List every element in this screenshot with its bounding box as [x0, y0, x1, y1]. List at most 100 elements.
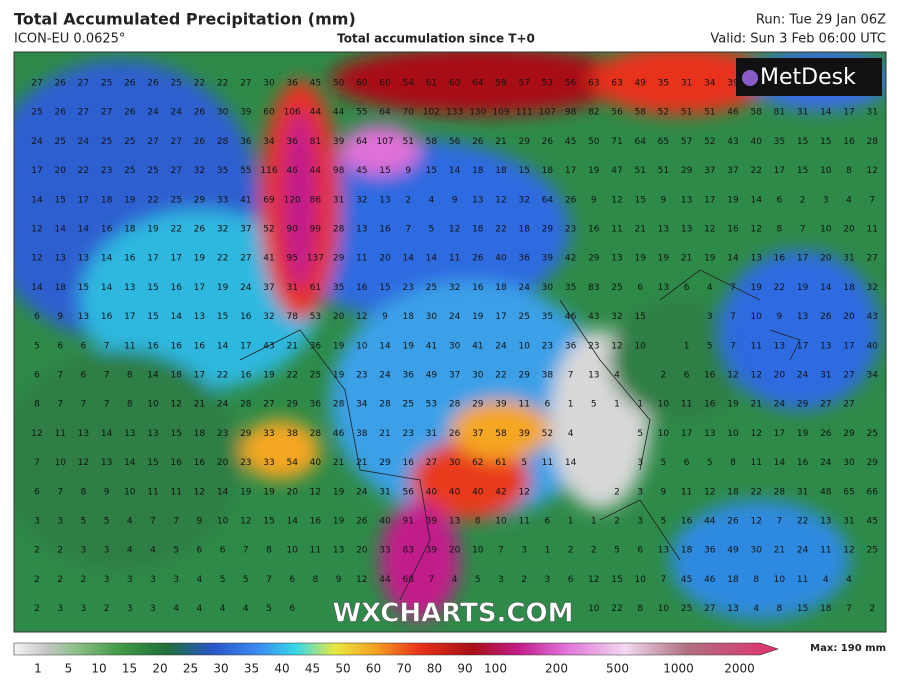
- grid-value: 6: [684, 283, 690, 293]
- grid-value: 12: [727, 371, 738, 381]
- logo: MetDesk: [760, 65, 856, 90]
- grid-value: 28: [379, 400, 391, 410]
- grid-value: 4: [707, 283, 713, 293]
- grid-value: 3: [81, 546, 87, 556]
- grid-value: 8: [777, 604, 783, 614]
- grid-value: 26: [147, 79, 159, 89]
- colorbar-label: 70: [396, 662, 411, 676]
- grid-value: 45: [356, 166, 367, 176]
- grid-value: 2: [661, 371, 667, 381]
- grid-value: 23: [565, 225, 576, 235]
- grid-value: 27: [866, 254, 877, 264]
- grid-value: 16: [170, 458, 182, 468]
- grid-value: 64: [472, 79, 484, 89]
- grid-value: 22: [217, 371, 228, 381]
- grid-value: 19: [263, 487, 275, 497]
- grid-value: 23: [217, 429, 228, 439]
- grid-value: 18: [194, 429, 206, 439]
- grid-value: 17: [240, 341, 251, 351]
- grid-value: 7: [150, 517, 156, 527]
- grid-value: 52: [542, 429, 553, 439]
- colorbar-label: 15: [122, 662, 137, 676]
- colorbar-label: 30: [213, 662, 228, 676]
- grid-value: 25: [402, 400, 413, 410]
- grid-value: 25: [170, 79, 181, 89]
- grid-value: 56: [449, 137, 461, 147]
- max-label: Max: 190 mm: [810, 643, 886, 654]
- grid-value: 10: [495, 517, 507, 527]
- grid-value: 11: [310, 546, 321, 556]
- grid-value: 17: [797, 341, 808, 351]
- grid-value: 14: [31, 195, 43, 205]
- grid-value: 1: [545, 546, 551, 556]
- grid-value: 14: [426, 254, 438, 264]
- grid-value: 5: [637, 429, 643, 439]
- grid-value: 25: [866, 546, 877, 556]
- grid-value: 15: [263, 517, 274, 527]
- grid-value: 116: [260, 166, 277, 176]
- grid-value: 8: [730, 458, 736, 468]
- grid-value: 6: [777, 195, 783, 205]
- grid-value: 6: [684, 371, 690, 381]
- grid-value: 13: [356, 225, 367, 235]
- grid-value: 4: [823, 575, 829, 585]
- grid-value: 7: [429, 575, 435, 585]
- grid-value: 37: [472, 429, 483, 439]
- grid-value: 27: [78, 108, 89, 118]
- grid-value: 31: [379, 487, 390, 497]
- run-time: Run: Tue 29 Jan 06Z: [756, 13, 886, 28]
- grid-value: 12: [31, 254, 42, 264]
- logo-box: [736, 58, 882, 96]
- grid-value: 23: [588, 341, 599, 351]
- grid-value: 14: [820, 108, 832, 118]
- grid-value: 29: [797, 400, 809, 410]
- grid-value: 25: [866, 429, 877, 439]
- grid-value: 19: [634, 254, 646, 264]
- grid-value: 16: [402, 458, 414, 468]
- grid-value: 19: [333, 487, 345, 497]
- grid-value: 52: [658, 108, 669, 118]
- grid-value: 28: [240, 400, 252, 410]
- grid-value: 3: [637, 458, 643, 468]
- grid-value: 4: [150, 546, 156, 556]
- grid-value: 98: [565, 108, 577, 118]
- grid-value: 31: [797, 108, 808, 118]
- grid-value: 10: [518, 341, 530, 351]
- grid-value: 15: [217, 312, 228, 322]
- grid-value: 17: [843, 108, 854, 118]
- grid-value: 13: [78, 429, 89, 439]
- grid-value: 12: [704, 487, 715, 497]
- colorbar-label: 10: [91, 662, 106, 676]
- grid-value: 16: [194, 458, 206, 468]
- grid-value: 6: [57, 341, 63, 351]
- grid-value: 12: [310, 487, 321, 497]
- grid-value: 54: [402, 79, 414, 89]
- grid-value: 38: [286, 429, 298, 439]
- grid-value: 30: [426, 312, 438, 322]
- grid-value: 2: [869, 604, 875, 614]
- grid-value: 22: [147, 195, 158, 205]
- grid-value: 6: [568, 575, 574, 585]
- grid-value: 18: [820, 604, 832, 614]
- grid-value: 6: [34, 312, 40, 322]
- grid-value: 51: [704, 108, 715, 118]
- grid-value: 28: [217, 137, 229, 147]
- grid-value: 36: [310, 341, 322, 351]
- grid-value: 3: [127, 604, 133, 614]
- grid-value: 2: [405, 195, 411, 205]
- grid-value: 21: [774, 546, 785, 556]
- colorbar-label: 45: [305, 662, 320, 676]
- grid-value: 38: [356, 429, 368, 439]
- grid-value: 10: [217, 517, 229, 527]
- grid-value: 7: [57, 400, 63, 410]
- grid-value: 82: [588, 108, 599, 118]
- grid-value: 22: [495, 371, 506, 381]
- grid-value: 16: [704, 400, 716, 410]
- grid-value: 4: [127, 517, 133, 527]
- grid-value: 5: [220, 575, 226, 585]
- colorbar-label: 20: [152, 662, 167, 676]
- grid-value: 12: [31, 225, 42, 235]
- grid-value: 4: [197, 604, 203, 614]
- grid-value: 26: [356, 517, 368, 527]
- grid-value: 15: [379, 283, 390, 293]
